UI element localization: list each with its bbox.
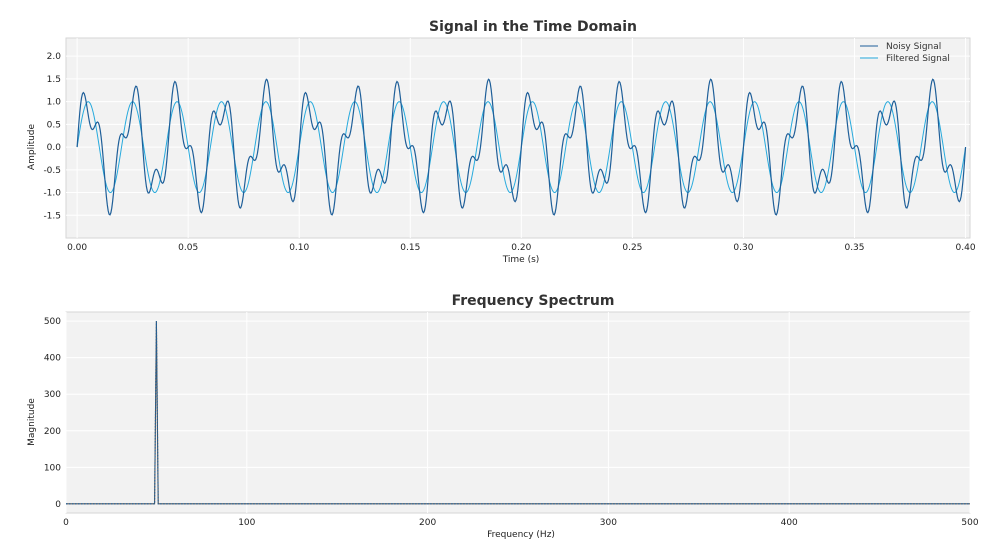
time-y-tick-label: 1.5 xyxy=(47,75,61,85)
time-chart-title: Signal in the Time Domain xyxy=(429,19,637,35)
frequency-spectrum-chart: Frequency Spectrum 0 100 200 300 400 500 0 100… xyxy=(27,293,979,540)
time-domain-chart: Signal in the Time Domain 0.00 0.05 0.10 0.… xyxy=(27,19,976,265)
freq-x-ticks: 0 100 200 300 400 500 xyxy=(63,518,979,528)
time-y-tick-label: 1.0 xyxy=(47,98,62,108)
freq-y-axis-label: Magnitude xyxy=(27,398,37,446)
freq-chart-title: Frequency Spectrum xyxy=(452,293,615,309)
freq-x-axis-label: Frequency (Hz) xyxy=(487,530,555,540)
time-y-ticks: -1.5 -1.0 -0.5 0.0 0.5 1.0 1.5 2.0 xyxy=(43,52,61,221)
time-x-tick-label: 0.15 xyxy=(400,243,420,253)
time-x-tick-label: 0.05 xyxy=(178,243,198,253)
freq-x-tick-label: 500 xyxy=(961,518,978,528)
time-x-tick-label: 0.20 xyxy=(511,243,531,253)
freq-y-tick-label: 100 xyxy=(44,463,61,473)
legend-label-noisy-signal: Noisy Signal xyxy=(886,42,941,52)
time-x-tick-label: 0.25 xyxy=(622,243,642,253)
time-grid xyxy=(66,38,970,238)
time-legend: Noisy Signal Filtered Signal xyxy=(860,42,950,64)
time-series-group xyxy=(76,78,967,216)
freq-plot-area xyxy=(65,311,971,514)
time-plot-area xyxy=(65,37,971,239)
time-x-tick-label: 0.10 xyxy=(289,243,309,253)
freq-x-tick-label: 0 xyxy=(63,518,69,528)
time-x-tick-label: 0.00 xyxy=(67,243,87,253)
time-y-tick-label: -1.5 xyxy=(43,211,61,221)
legend-label-filtered-signal: Filtered Signal xyxy=(886,54,950,64)
time-x-tick-label: 0.40 xyxy=(956,243,976,253)
time-y-tick-label: -0.5 xyxy=(43,166,61,176)
time-y-tick-label: -1.0 xyxy=(43,189,61,199)
time-x-tick-label: 0.35 xyxy=(844,243,864,253)
freq-y-tick-label: 400 xyxy=(44,354,61,364)
time-y-tick-label: 2.0 xyxy=(47,52,62,62)
time-x-ticks: 0.00 0.05 0.10 0.15 0.20 0.25 0.30 0.35 0.40 xyxy=(67,243,976,253)
freq-y-ticks: 0 100 200 300 400 500 xyxy=(44,317,61,510)
freq-y-tick-label: 200 xyxy=(44,427,61,437)
freq-series-group xyxy=(66,321,970,505)
time-x-axis-label: Time (s) xyxy=(502,255,540,265)
time-y-tick-label: 0.0 xyxy=(47,143,62,153)
time-y-tick-label: 0.5 xyxy=(47,120,61,130)
freq-x-tick-label: 200 xyxy=(419,518,436,528)
freq-x-tick-label: 400 xyxy=(781,518,798,528)
spectrum-line-2 xyxy=(66,321,970,505)
freq-x-tick-label: 100 xyxy=(238,518,255,528)
freq-y-tick-label: 300 xyxy=(44,390,61,400)
freq-y-tick-label: 500 xyxy=(44,317,61,327)
time-x-tick-label: 0.30 xyxy=(733,243,753,253)
series-line-noisy-signal xyxy=(76,78,967,216)
time-y-axis-label: Amplitude xyxy=(27,123,37,170)
freq-x-tick-label: 300 xyxy=(600,518,617,528)
freq-y-tick-label: 0 xyxy=(55,500,61,510)
